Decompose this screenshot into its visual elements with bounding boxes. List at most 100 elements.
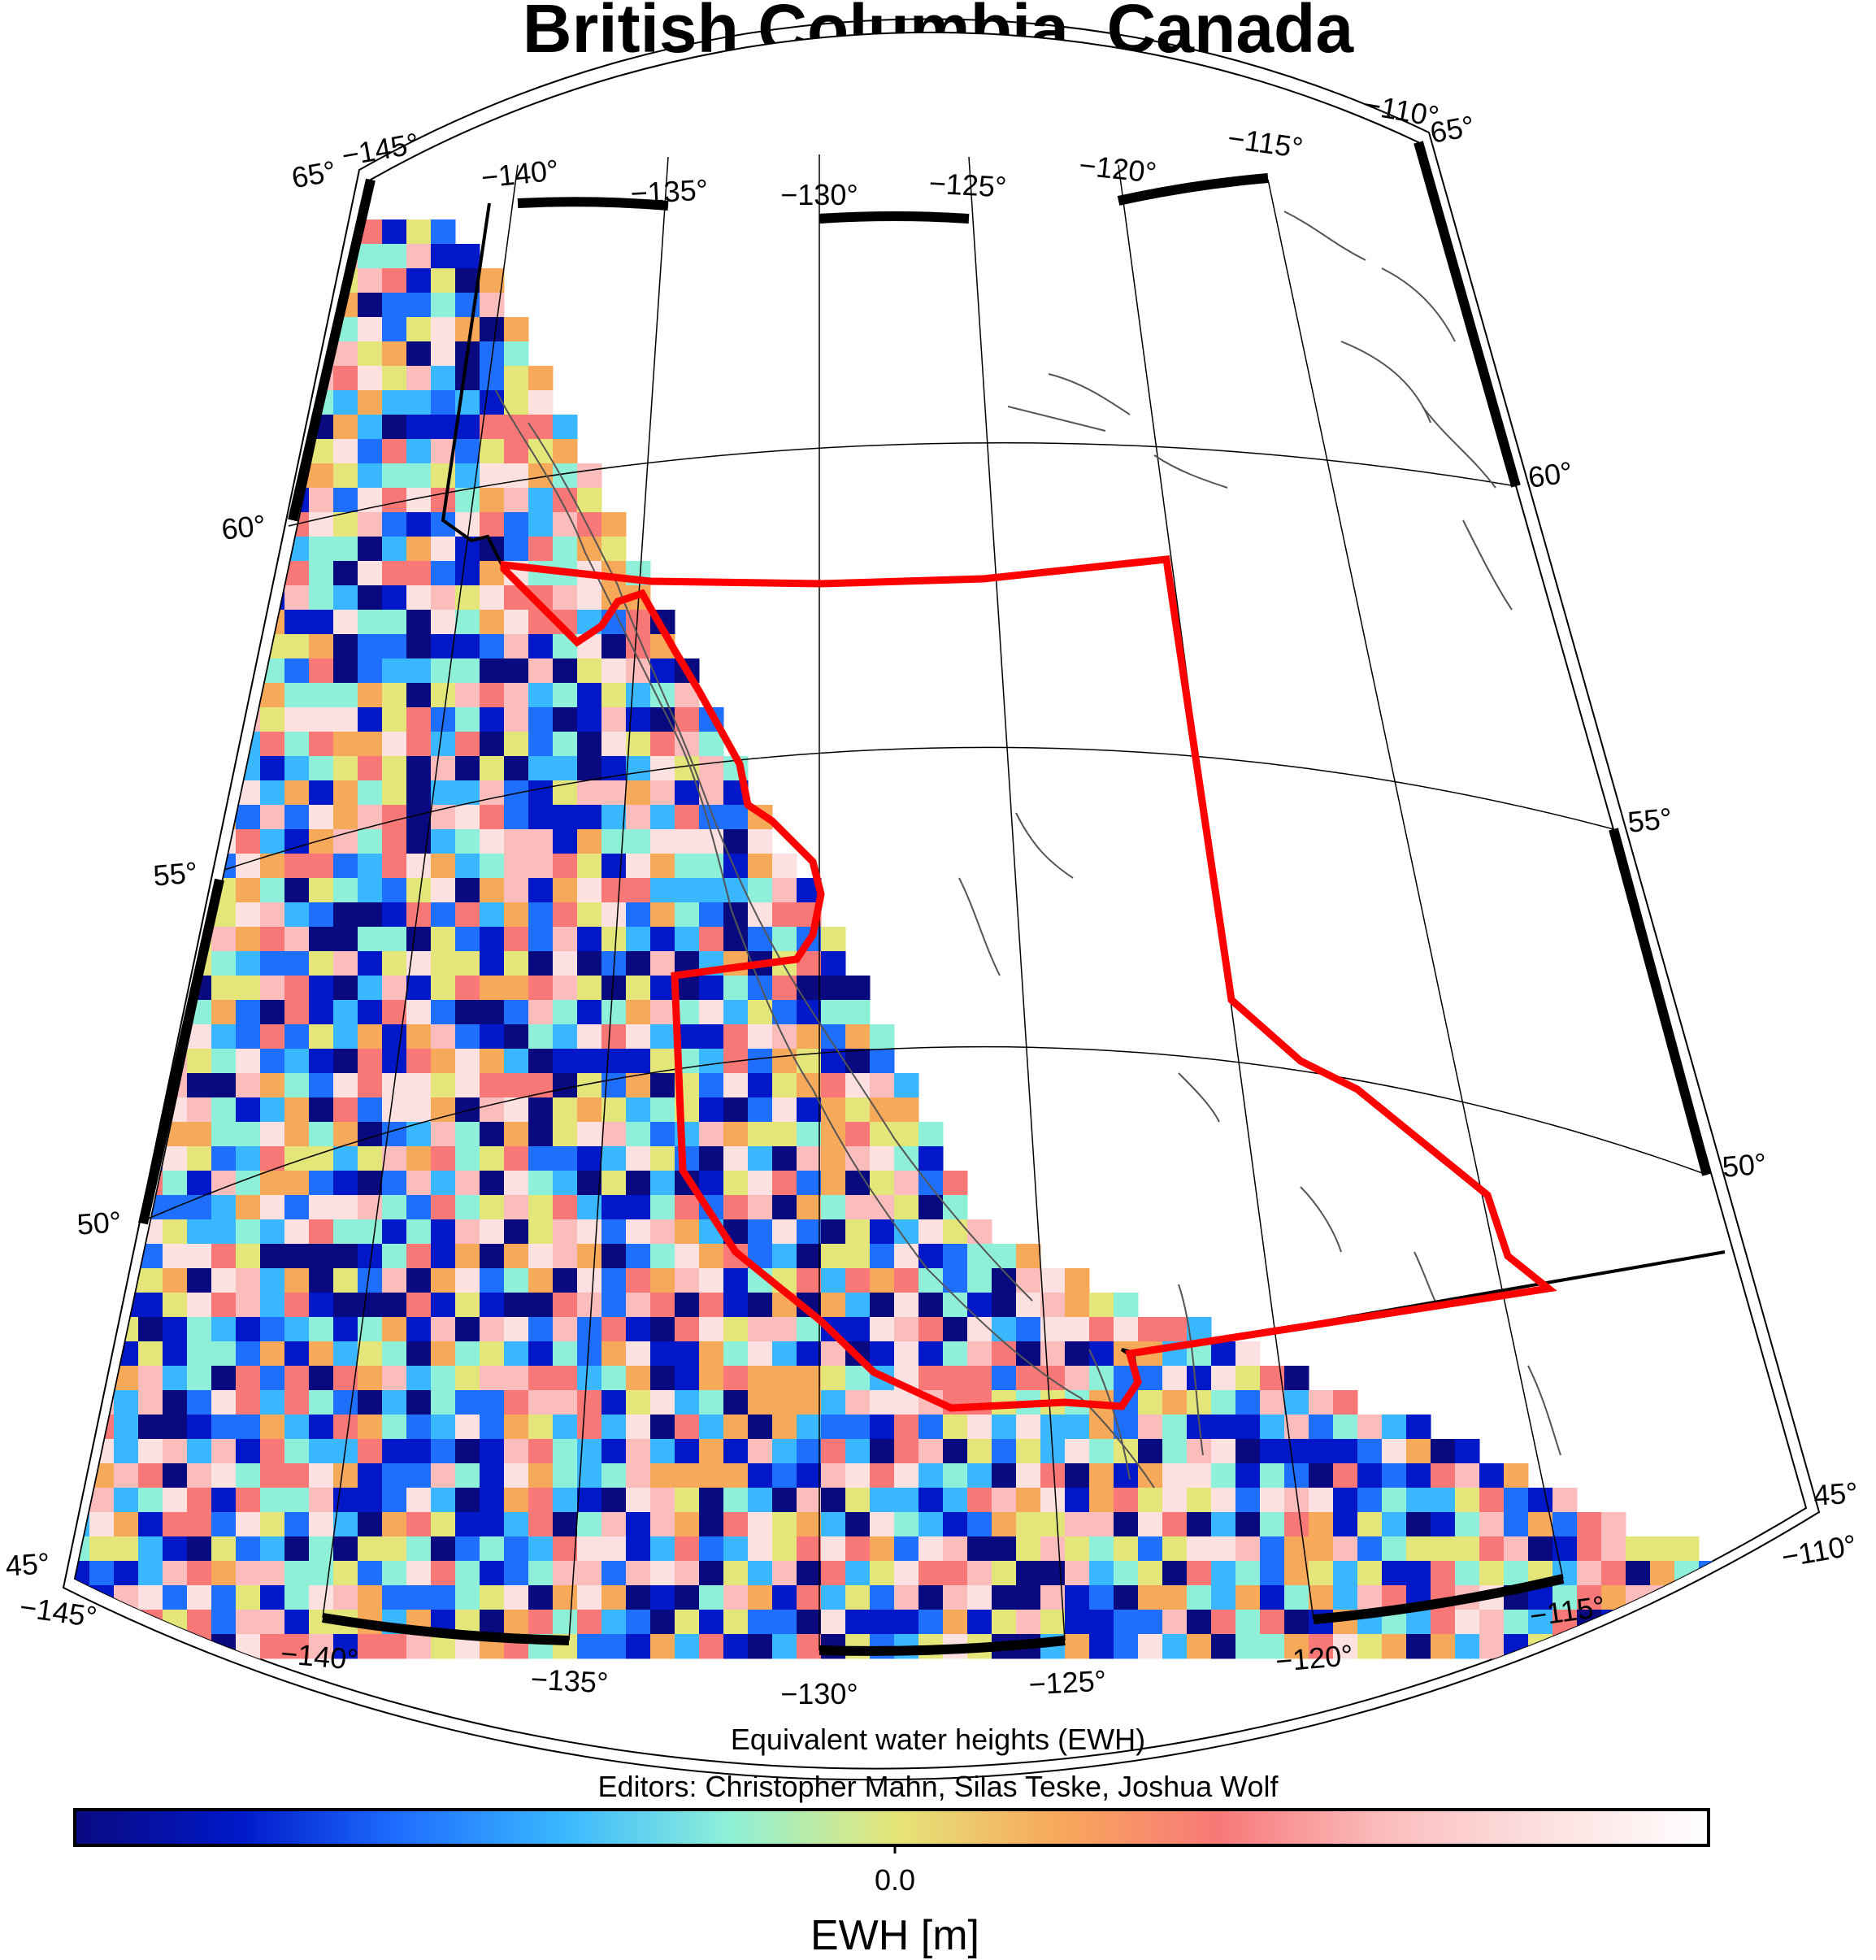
ewh-cell bbox=[163, 439, 188, 464]
ewh-cell bbox=[260, 1463, 285, 1488]
ewh-cell bbox=[1260, 1463, 1285, 1488]
ewh-cell bbox=[211, 707, 237, 732]
ewh-cell bbox=[211, 1610, 237, 1635]
ewh-cell bbox=[358, 976, 383, 1001]
colorbar-gradient bbox=[73, 1808, 1710, 1847]
ewh-cell bbox=[553, 1073, 578, 1098]
ewh-cell bbox=[211, 1439, 237, 1464]
ewh-cell bbox=[284, 219, 310, 245]
ewh-cell bbox=[211, 1317, 237, 1342]
ewh-cell bbox=[1723, 1585, 1748, 1610]
ewh-cell bbox=[1382, 1488, 1407, 1513]
ewh-cell bbox=[406, 976, 432, 1001]
ewh-cell bbox=[406, 1634, 432, 1659]
ewh-cell bbox=[431, 585, 456, 611]
ewh-cell bbox=[1211, 1463, 1236, 1488]
ewh-cell bbox=[1357, 1415, 1383, 1440]
ewh-cell bbox=[114, 390, 139, 415]
ewh-cell bbox=[211, 219, 237, 245]
ewh-cell bbox=[284, 585, 310, 611]
ewh-cell bbox=[601, 1488, 627, 1513]
ewh-cell bbox=[406, 415, 432, 440]
ewh-cell bbox=[236, 1219, 261, 1245]
ewh-cell bbox=[75, 561, 90, 586]
ewh-cell bbox=[187, 585, 212, 611]
ewh-cell bbox=[260, 1585, 285, 1610]
ewh-cell bbox=[504, 317, 529, 342]
ewh-cell bbox=[431, 610, 456, 635]
ewh-cell bbox=[504, 829, 529, 854]
ewh-cell bbox=[114, 1585, 139, 1610]
ewh-cell bbox=[406, 805, 432, 830]
ewh-cell bbox=[1455, 1463, 1480, 1488]
ewh-cell bbox=[455, 1024, 480, 1050]
ewh-cell bbox=[894, 1341, 919, 1367]
ewh-cell bbox=[723, 1024, 749, 1050]
ewh-cell bbox=[382, 1561, 407, 1586]
ewh-cell bbox=[1016, 1244, 1041, 1269]
ewh-cell bbox=[358, 341, 383, 367]
ewh-cell bbox=[260, 366, 285, 391]
ewh-cell bbox=[553, 1146, 578, 1171]
ewh-cell bbox=[236, 927, 261, 952]
ewh-cell bbox=[382, 878, 407, 903]
ewh-cell bbox=[1333, 1634, 1358, 1659]
ewh-cell bbox=[577, 854, 602, 879]
ewh-cell bbox=[723, 1268, 749, 1293]
ewh-cell bbox=[236, 1000, 261, 1025]
ewh-cell bbox=[1187, 1366, 1212, 1391]
ewh-cell bbox=[260, 951, 285, 976]
ewh-cell bbox=[1333, 1561, 1358, 1586]
ewh-cell bbox=[1479, 1610, 1505, 1635]
ewh-cell bbox=[89, 976, 115, 1001]
ewh-cell bbox=[553, 1390, 578, 1415]
ewh-cell bbox=[894, 1512, 919, 1537]
ewh-cell bbox=[89, 902, 115, 928]
ewh-cell bbox=[138, 805, 163, 830]
ewh-cell bbox=[382, 1488, 407, 1513]
ewh-cell bbox=[1114, 1610, 1139, 1635]
ewh-cell bbox=[480, 732, 505, 757]
ewh-cell bbox=[431, 293, 456, 318]
axis-bars bbox=[138, 141, 1712, 1656]
ewh-cell bbox=[1016, 1317, 1041, 1342]
ewh-cell bbox=[1187, 1585, 1212, 1610]
ewh-cell bbox=[1162, 1415, 1188, 1440]
ewh-cell bbox=[748, 1463, 773, 1488]
ewh-cell bbox=[723, 1171, 749, 1196]
ewh-cell bbox=[528, 1171, 554, 1196]
ewh-cell bbox=[211, 1390, 237, 1415]
ewh-cell bbox=[528, 1268, 554, 1293]
ewh-cell bbox=[626, 1293, 651, 1318]
ewh-cell bbox=[1162, 1512, 1188, 1537]
ewh-cell bbox=[601, 1024, 627, 1050]
ewh-cell bbox=[894, 1536, 919, 1562]
ewh-cell bbox=[528, 1146, 554, 1171]
ewh-cell bbox=[284, 1097, 310, 1123]
ewh-cell bbox=[309, 1268, 334, 1293]
ewh-cell bbox=[163, 1293, 188, 1318]
ewh-cell bbox=[382, 1195, 407, 1220]
ewh-cell bbox=[89, 244, 115, 269]
ewh-cell bbox=[236, 1463, 261, 1488]
ewh-cell bbox=[260, 1341, 285, 1367]
ewh-cell bbox=[699, 1268, 724, 1293]
ewh-cell bbox=[382, 1049, 407, 1074]
ewh-cell bbox=[260, 707, 285, 732]
ewh-cell bbox=[284, 951, 310, 976]
ewh-cell bbox=[723, 1634, 749, 1659]
ewh-cell bbox=[650, 976, 675, 1001]
ewh-cell bbox=[626, 1536, 651, 1562]
ewh-cell bbox=[528, 902, 554, 928]
ewh-cell bbox=[967, 1341, 992, 1367]
ewh-cell bbox=[601, 976, 627, 1001]
ewh-cell bbox=[1284, 1366, 1309, 1391]
ewh-cell bbox=[504, 976, 529, 1001]
ewh-cell bbox=[504, 1463, 529, 1488]
ewh-cell bbox=[455, 1341, 480, 1367]
ewh-cell bbox=[406, 1415, 432, 1440]
ewh-cell bbox=[967, 1293, 992, 1318]
ewh-cell bbox=[187, 1512, 212, 1537]
ewh-cell bbox=[553, 902, 578, 928]
ewh-cell bbox=[138, 561, 163, 586]
